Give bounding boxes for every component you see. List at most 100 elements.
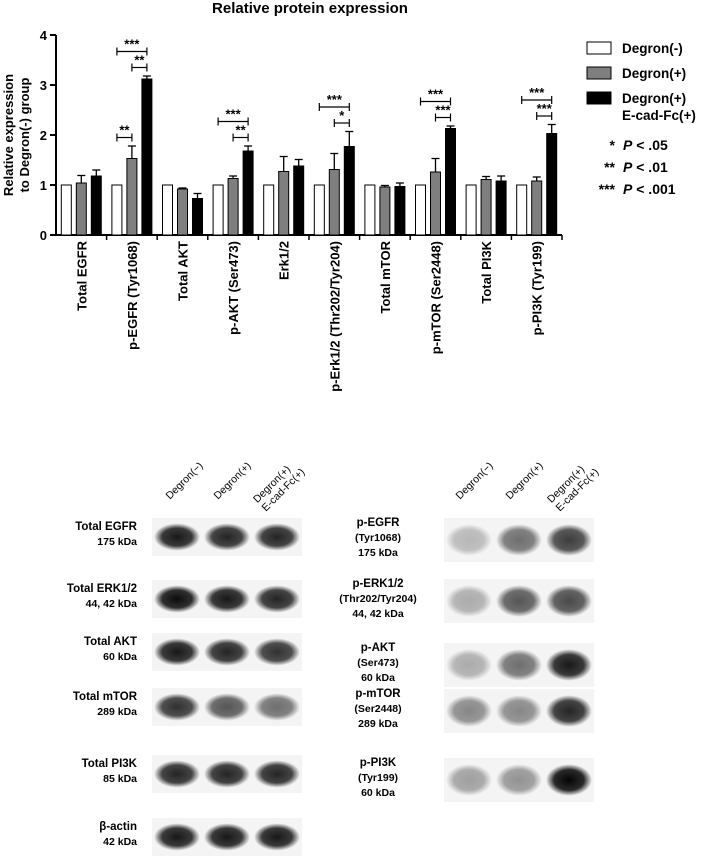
blot-band [204,693,250,721]
significance-label: *** [327,92,343,107]
blot-strip-left [152,580,302,618]
blot-band [446,764,492,796]
blot-band [254,760,300,788]
blot-band [204,760,250,788]
molecular-weight: 42 kDa [103,836,137,848]
bar [141,78,153,236]
significance-label: ** [119,123,130,138]
x-tick-label: Total AKT [176,241,191,301]
significance-label: *** [435,103,451,118]
legend-label: Degron(-) [622,41,683,56]
significance-label: *** [226,107,242,122]
blot-strip-right [444,643,594,687]
bar [531,180,543,236]
blot-strip-right [444,579,594,623]
bar [263,184,275,236]
y-tick-label: 0 [40,228,47,243]
blot-strip-left [152,688,302,726]
significance-key-text: P < .05 [623,137,668,153]
blot-band [446,649,492,681]
blot-band [446,695,492,727]
bar [111,184,123,236]
blot-row-label: p-PI3K (Tyr199) 60 kDa [322,756,434,801]
blot-band [154,523,200,551]
molecular-weight: 175 kDa [97,536,137,548]
protein-name: Total PI3K [81,758,137,770]
protein-name: Total EGFR [75,521,137,533]
blot-band [154,585,200,613]
molecular-weight: 60 kDa [103,651,137,663]
blot-row-label: p-EGFR (Tyr1068) 175 kDa [322,516,434,561]
blot-band [204,523,250,551]
blot-band [154,693,200,721]
blot-row-label: β-actin 42 kDa [20,820,137,850]
blot-band [154,823,200,851]
blot-band [204,585,250,613]
bar [465,184,477,236]
significance-label: *** [537,101,553,116]
bar [445,128,456,236]
phospho-site: (Ser2448) [354,703,402,715]
blot-row-label: Total EGFR 175 kDa [20,520,137,550]
molecular-weight: 175 kDa [358,547,398,559]
blot-row-label: p-mTOR (Ser2448) 289 kDa [322,687,434,732]
protein-name: p-ERK1/2 [352,578,404,590]
bar [516,184,528,236]
blot-row-label: p-ERK1/2 (Thr202/Tyr204) 44, 42 kDa [322,577,434,622]
significance-key: * P < .05 ** P < .01 *** P < .001 [599,137,676,197]
protein-name: p-mTOR [355,688,401,700]
blot-band [546,764,592,796]
blot-band [496,649,542,681]
bar [177,188,188,236]
bar [379,186,391,236]
y-tick-label: 3 [40,78,47,93]
bar [293,165,305,236]
molecular-weight: 85 kDa [103,773,137,785]
significance-key-text: P < .001 [623,181,676,197]
blot-band [254,693,300,721]
x-tick-label: p-AKT (Ser473) [226,241,241,335]
bar [415,184,426,236]
blot-row-label: Total PI3K 85 kDa [20,757,137,787]
chart-title: Relative protein expression [212,0,408,17]
blot-strip-right [444,518,594,562]
blot-band [446,585,492,617]
bar [242,150,254,236]
protein-name: p-AKT [360,642,396,654]
y-tick-label: 1 [40,178,47,193]
significance-label: * [339,108,345,123]
bar [430,171,441,236]
x-tick-label: Erk1/2 [277,241,292,280]
molecular-weight: 44, 42 kDa [352,608,404,620]
significance-label: *** [428,87,444,102]
legend-swatch [586,66,612,80]
blot-band [254,638,300,666]
blot-band [546,585,592,617]
bar [480,179,492,236]
x-tick-label: p-PI3K (Tyr199) [530,241,545,335]
significance-key-stars: ** [604,159,615,175]
bar [546,133,558,236]
bar [126,158,138,236]
phospho-site: (Thr202/Tyr204) [339,593,417,605]
blot-row-label: Total ERK1/2 44, 42 kDa [20,582,137,612]
blot-band [546,695,592,727]
protein-name: Total ERK1/2 [66,583,137,595]
protein-name: p-PI3K [359,757,397,769]
legend-swatch [586,91,612,105]
bar [495,180,507,236]
blot-band [254,523,300,551]
protein-name: p-EGFR [356,517,400,529]
x-tick-label: p-Erk1/2 (Thr202/Tyr204) [327,241,342,392]
x-tick-label: Total mTOR [378,240,393,313]
blot-band [204,823,250,851]
significance-label: ** [236,123,247,138]
blot-band [446,524,492,556]
blot-row-label: Total AKT 60 kDa [20,635,137,665]
significance-key-stars: *** [599,181,616,197]
blot-band [496,695,542,727]
x-tick-label: Total EGFR [74,240,89,310]
significance-key-stars: * [610,137,616,153]
molecular-weight: 60 kDa [361,672,395,684]
blot-strip-left [152,633,302,671]
